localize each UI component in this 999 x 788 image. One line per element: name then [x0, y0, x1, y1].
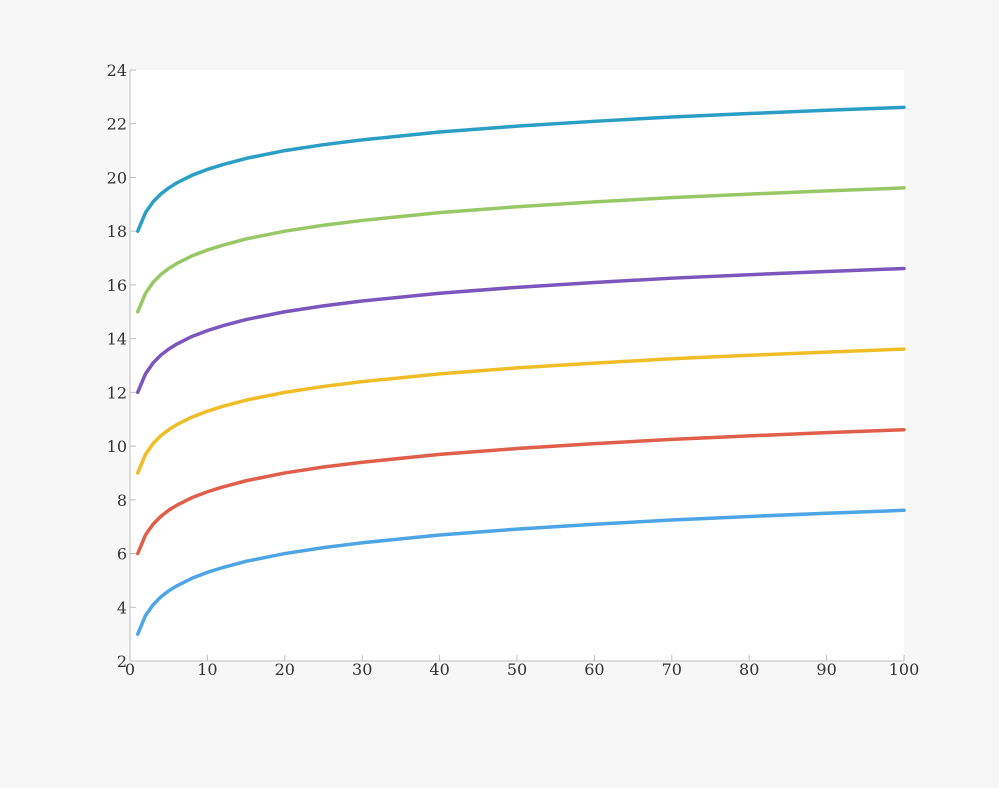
y-tick-label: 10	[107, 437, 127, 456]
y-tick-label: 22	[107, 115, 127, 134]
plot-area	[130, 70, 904, 661]
x-tick-label: 90	[816, 660, 836, 679]
series-line-3	[135, 347, 906, 475]
y-tick-label: 24	[107, 61, 127, 80]
x-tick-label: 10	[197, 660, 217, 679]
series-line-1	[135, 508, 906, 636]
series-line-5	[135, 186, 906, 314]
y-tick-label: 20	[107, 168, 127, 187]
y-tick-label: 6	[117, 545, 127, 564]
x-tick-label: 100	[889, 660, 920, 679]
y-tick-label: 8	[117, 491, 127, 510]
series-line-2	[135, 427, 906, 556]
x-axis-ticks: 0 10 20 30 40 50 60 70 80 90 100	[125, 655, 919, 679]
series-line-4	[135, 266, 906, 395]
y-tick-label: 4	[117, 598, 127, 617]
x-tick-label: 70	[662, 660, 682, 679]
y-tick-label: 2	[117, 652, 127, 671]
y-tick-label: 18	[107, 222, 127, 241]
x-tick-label: 0	[125, 660, 135, 679]
y-tick-label: 16	[107, 276, 127, 295]
y-tick-label: 14	[107, 330, 127, 349]
x-tick-label: 30	[352, 660, 372, 679]
x-tick-label: 40	[429, 660, 449, 679]
x-tick-label: 50	[507, 660, 527, 679]
series-layer	[135, 105, 906, 636]
series-line-6	[135, 105, 906, 233]
x-tick-label: 20	[275, 660, 295, 679]
x-tick-label: 80	[739, 660, 759, 679]
x-tick-label: 60	[584, 660, 604, 679]
y-tick-label: 12	[107, 383, 127, 402]
